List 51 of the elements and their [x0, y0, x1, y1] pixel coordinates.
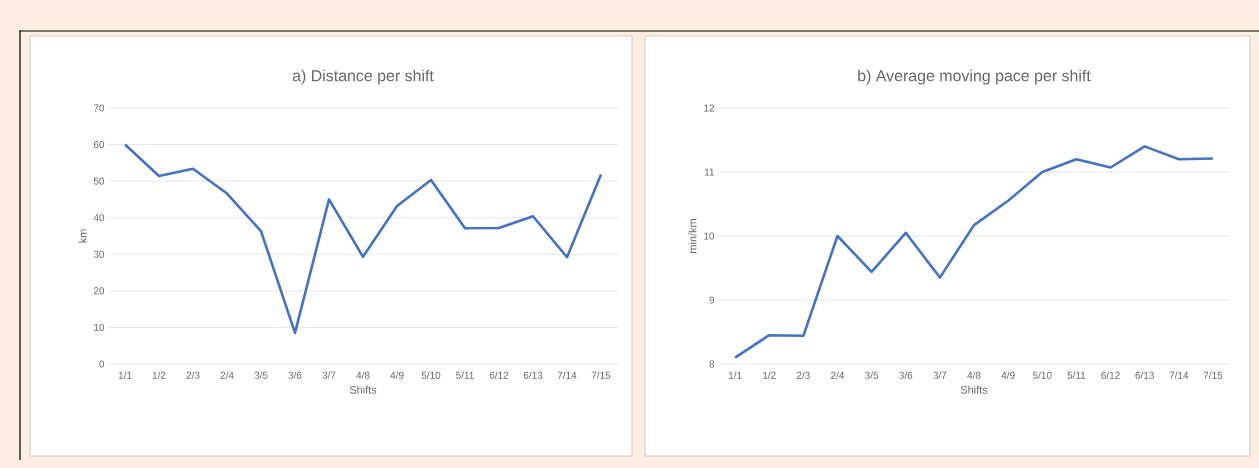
x-tick-label: 7/15 — [1203, 371, 1223, 379]
y-axis-title: km — [78, 229, 87, 243]
y-tick-label: 9 — [709, 296, 715, 304]
x-tick-label: 2/3 — [186, 371, 200, 379]
x-tick-label: 3/7 — [322, 371, 336, 379]
y-tick-label: 30 — [93, 250, 105, 258]
y-tick-label: 0 — [99, 360, 105, 368]
x-tick-label: 3/5 — [865, 371, 879, 379]
x-tick-label: 1/1 — [118, 371, 132, 379]
x-axis-title: Shifts — [960, 385, 988, 394]
x-tick-label: 7/14 — [557, 371, 577, 379]
x-tick-label: 2/4 — [831, 371, 845, 379]
x-tick-label: 6/13 — [523, 371, 543, 379]
line-series — [123, 143, 603, 335]
x-tick-label: 1/2 — [763, 371, 776, 379]
x-tick-label: 3/6 — [899, 371, 913, 379]
x-tick-label: 7/15 — [591, 371, 611, 379]
x-tick-label: 6/12 — [1101, 371, 1120, 379]
x-tick-label: 2/3 — [796, 371, 810, 379]
y-axis-title: min/km — [688, 219, 697, 253]
x-axis-title: Shifts — [349, 385, 377, 394]
line-series — [733, 145, 1215, 359]
x-tick-label: 6/12 — [489, 371, 509, 379]
chart-title: a) Distance per shift — [292, 69, 434, 85]
y-tick-label: 11 — [704, 168, 715, 176]
x-tick-label: 4/8 — [356, 371, 370, 379]
y-tick-label: 50 — [93, 177, 105, 185]
x-tick-label: 4/9 — [390, 371, 404, 379]
x-tick-label: 5/10 — [1032, 371, 1052, 379]
y-tick-label: 12 — [704, 104, 714, 112]
y-tick-label: 10 — [94, 323, 105, 331]
y-tick-label: 60 — [93, 141, 105, 149]
x-tick-label: 4/8 — [967, 371, 981, 379]
y-tick-label: 70 — [93, 104, 105, 112]
y-tick-label: 20 — [93, 287, 105, 295]
x-tick-label: 5/11 — [1067, 371, 1086, 379]
x-tick-label: 2/4 — [220, 371, 234, 379]
x-tick-label: 5/10 — [421, 371, 441, 379]
x-tick-label: 1/2 — [152, 371, 166, 379]
y-tick-label: 8 — [709, 360, 715, 368]
x-tick-label: 6/13 — [1135, 371, 1154, 379]
x-tick-label: 3/5 — [254, 371, 268, 379]
x-tick-label: 5/11 — [456, 371, 474, 379]
y-tick-label: 40 — [93, 214, 105, 222]
x-tick-label: 3/6 — [288, 371, 302, 379]
x-tick-label: 3/7 — [933, 371, 947, 379]
x-tick-label: 4/9 — [1001, 371, 1015, 379]
chart-title: b) Average moving pace per shift — [858, 69, 1091, 85]
x-tick-label: 7/14 — [1169, 371, 1189, 379]
x-tick-label: 1/1 — [728, 371, 742, 379]
y-tick-label: 10 — [704, 232, 715, 240]
